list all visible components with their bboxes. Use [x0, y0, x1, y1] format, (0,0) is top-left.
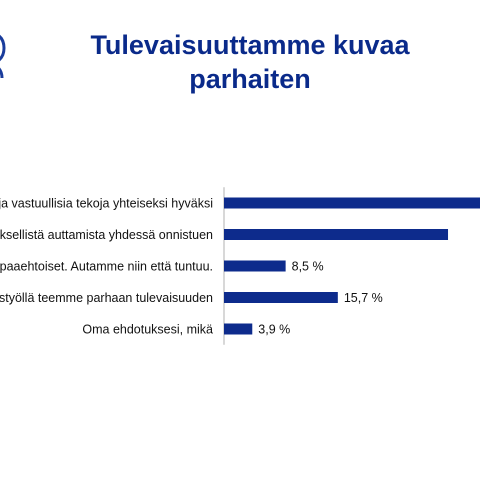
bar-3 [224, 292, 338, 303]
value-label-3: 15,7 % [344, 291, 383, 305]
value-labels-group: 8,5 % 15,7 % 3,9 % [258, 260, 382, 337]
category-label-3: styöllä teemme parhaan tulevaisuuden [0, 291, 213, 305]
bar-4 [224, 323, 253, 335]
bar-0 [224, 197, 480, 209]
bar-2 [224, 260, 286, 272]
value-label-2: 8,5 % [292, 260, 324, 274]
chart-title: Tulevaisuuttamme kuvaa parhaiten [90, 30, 410, 94]
bars-group [224, 197, 480, 335]
category-label-4: Oma ehdotuksesi, mikä [82, 323, 213, 337]
value-label-4: 3,9 % [258, 323, 290, 337]
category-label-0: ja vastuullisia tekoja yhteiseksi hyväks… [0, 197, 213, 211]
category-label-1: ksellistä auttamista yhdessä onnistuen [0, 228, 213, 242]
logo-edge-fragment [0, 34, 6, 79]
category-labels-group: ja vastuullisia tekoja yhteiseksi hyväks… [0, 197, 213, 337]
bar-1 [224, 229, 449, 240]
category-label-2: paaehtoiset. Autamme niin että tuntuu. [0, 260, 213, 274]
